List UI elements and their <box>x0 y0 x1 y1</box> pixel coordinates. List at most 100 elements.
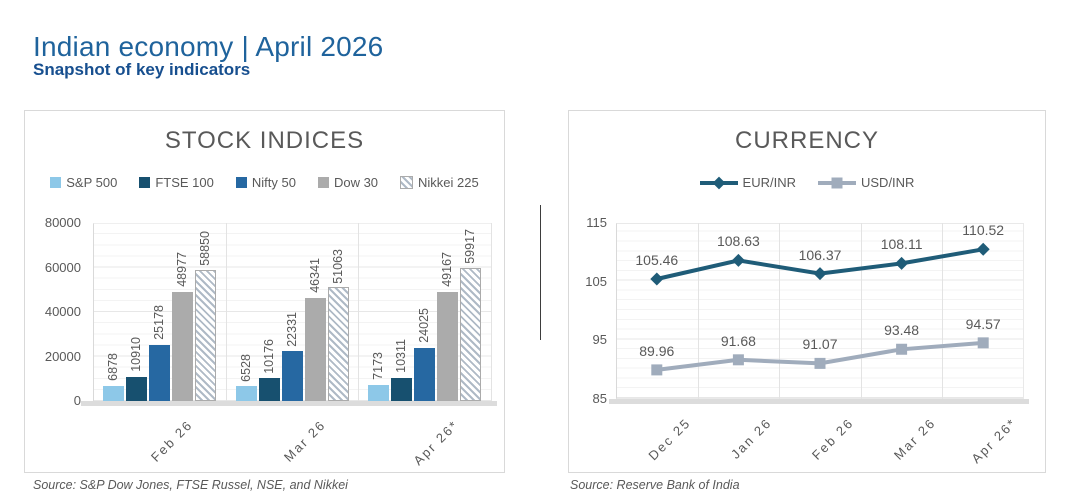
bar: 10176 <box>258 339 280 401</box>
bar: 48977 <box>171 252 193 401</box>
diamond-marker-icon <box>731 253 745 267</box>
data-point-label: 110.52 <box>962 222 1005 239</box>
bar-group: 6878 10910 25178 48977 58850 <box>93 223 226 401</box>
y-tick-label: 105 <box>585 273 607 289</box>
diamond-marker-icon <box>976 242 990 256</box>
diamond-marker-icon <box>650 272 664 286</box>
bar-value-label: 6878 <box>106 352 121 381</box>
legend-swatch-icon <box>139 177 151 188</box>
bar-value-label-wrap: 24025 <box>414 308 435 343</box>
diamond-marker-icon <box>895 256 909 270</box>
data-point-label: 105.46 <box>635 251 679 268</box>
diamond-marker-icon <box>813 267 827 281</box>
bar: 10311 <box>391 339 413 401</box>
bar: 25178 <box>148 305 170 401</box>
bar: 10910 <box>125 337 147 401</box>
bar-value-label: 24025 <box>417 307 432 343</box>
bar-value-label: 22331 <box>284 311 299 347</box>
bar-value-label: 10311 <box>394 339 409 374</box>
square-marker-icon <box>977 337 989 349</box>
currency-chart-title: CURRENCY <box>734 127 879 154</box>
legend-swatch-icon <box>50 177 62 188</box>
currency-chart-card: CURRENCY EUR/INR USD/INR 85 95 105 115 105.4… <box>568 110 1046 473</box>
bar: 51063 <box>327 249 349 401</box>
category-gridline <box>779 223 781 399</box>
legend-marker-icon <box>831 177 843 188</box>
bar-value-label-wrap: 48977 <box>172 252 193 287</box>
bar-value-label-wrap: 25178 <box>149 305 170 340</box>
category-gridline <box>358 223 360 401</box>
bar-group: 7173 10311 24025 49167 59917 <box>358 223 491 401</box>
x-category-label: Mar 26 <box>890 415 939 463</box>
bar: 58850 <box>194 231 216 401</box>
y-tick-label: 20000 <box>44 348 81 364</box>
stock-bars: 6878 10910 25178 48977 58850 6528 10176 22331 46… <box>93 223 491 401</box>
legend-label: Nifty 50 <box>251 175 296 190</box>
stock-x-axis-line <box>81 401 497 406</box>
stock-chart-title: STOCK INDICES <box>164 127 365 154</box>
stock-chart-legend: S&P 500 FTSE 100 Nifty 50 Dow 30 Nikkei 225 <box>25 175 504 190</box>
bar-value-label-wrap: 22331 <box>282 312 303 347</box>
bar-value-label-wrap: 6878 <box>103 353 124 381</box>
data-point-label: 93.48 <box>884 322 920 339</box>
bar-value-label-wrap: 46341 <box>305 258 326 293</box>
bar-value-label: 58850 <box>198 231 213 267</box>
data-point-label: 91.07 <box>802 336 838 353</box>
bar: 49167 <box>437 252 459 401</box>
panel-divider-line <box>540 205 541 340</box>
legend-item: Nifty 50 <box>235 175 296 190</box>
legend-label: Nikkei 225 <box>418 175 479 190</box>
bar-value-label: 46341 <box>307 258 322 293</box>
y-tick-label: 40000 <box>44 304 81 319</box>
x-category-label: Apr 26* <box>410 417 462 469</box>
bar-value-label-wrap: 10910 <box>126 337 147 372</box>
bar-value-label-wrap: 49167 <box>437 252 458 287</box>
bar-value-label: 25178 <box>152 305 167 340</box>
bar-value-label: 6528 <box>238 353 253 382</box>
square-marker-icon <box>651 364 663 376</box>
legend-label: Dow 30 <box>333 175 379 190</box>
legend-item: USD/INR <box>818 175 914 190</box>
legend-label: FTSE 100 <box>155 175 214 190</box>
data-point-label: 108.63 <box>716 233 760 250</box>
stock-indices-chart-card: STOCK INDICES S&P 500 FTSE 100 Nifty 50 Dow… <box>24 110 505 473</box>
bar-value-label: 59917 <box>463 228 478 264</box>
bar: 24025 <box>414 308 436 401</box>
currency-chart-legend: EUR/INR USD/INR <box>569 175 1045 190</box>
data-point-label: 94.57 <box>965 315 1001 332</box>
square-marker-icon <box>896 343 908 355</box>
x-category-label: Feb 26 <box>148 417 196 465</box>
x-category-label: Feb 26 <box>808 415 857 463</box>
legend-swatch-icon <box>235 177 247 188</box>
legend-label: EUR/INR <box>742 175 796 190</box>
legend-label: S&P 500 <box>66 175 118 190</box>
category-gridline <box>491 223 492 401</box>
bar-value-label: 10176 <box>261 338 276 374</box>
bar-value-label-wrap: 59917 <box>461 229 480 264</box>
x-category-label: Apr 26* <box>968 415 1020 467</box>
bar-group: 6528 10176 22331 46341 51063 <box>226 223 359 401</box>
bar: 6528 <box>235 354 257 401</box>
data-point-label: 91.68 <box>720 332 756 349</box>
y-tick-label: 115 <box>586 215 607 230</box>
legend-marker-icon <box>712 176 725 189</box>
bar-value-label: 10910 <box>129 336 144 372</box>
square-marker-icon <box>732 354 744 366</box>
bar: 7173 <box>368 352 390 401</box>
stock-chart-source: Source: S&P Dow Jones, FTSE Russel, NSE,… <box>33 478 348 492</box>
legend-item: FTSE 100 <box>139 175 214 190</box>
square-line-icon <box>818 177 856 188</box>
x-category-label: Mar 26 <box>280 417 329 465</box>
bar-value-label: 49167 <box>440 251 455 287</box>
data-point-label: 108.11 <box>880 236 923 253</box>
square-marker-icon <box>814 357 826 369</box>
bar: 46341 <box>304 258 326 401</box>
y-tick-label: 60000 <box>44 259 81 275</box>
legend-item: EUR/INR <box>699 175 796 190</box>
legend-item: Nikkei 225 <box>400 175 479 190</box>
legend-label: USD/INR <box>861 175 915 190</box>
legend-swatch-icon <box>317 177 329 188</box>
category-gridline <box>860 223 862 399</box>
legend-item: Dow 30 <box>317 175 379 190</box>
bar-value-label-wrap: 6528 <box>236 354 257 382</box>
